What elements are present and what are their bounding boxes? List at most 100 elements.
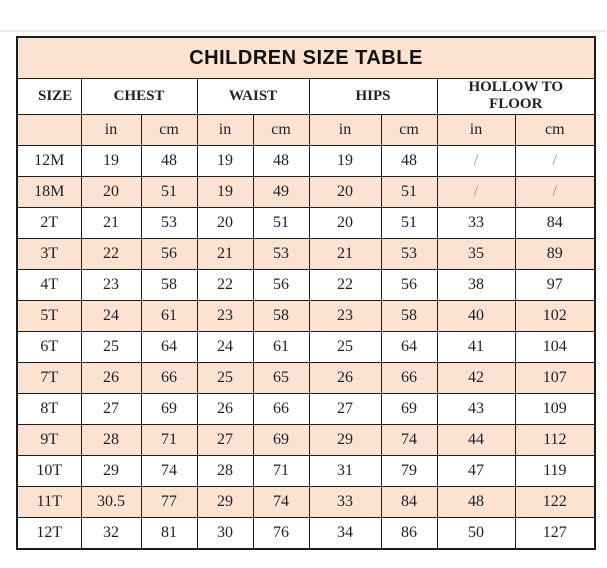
unit-label: in	[308, 113, 382, 146]
value-cell: 19	[196, 144, 254, 177]
value-cell: 20	[80, 175, 142, 208]
size-cell: 7T	[16, 361, 82, 394]
unit-label: cm	[380, 113, 438, 146]
value-cell: 22	[196, 268, 254, 301]
table-row: 5T 24 61 23 58 23 58 40 102	[16, 299, 596, 332]
table-row: 2T 21 53 20 51 20 51 33 84	[16, 206, 596, 239]
value-cell: 25	[308, 330, 382, 363]
value-cell: 22	[308, 268, 382, 301]
value-cell: 56	[380, 268, 438, 301]
value-cell: 48	[436, 485, 516, 518]
value-cell: 26	[196, 392, 254, 425]
value-cell: 104	[514, 330, 596, 363]
value-cell: 35	[436, 237, 516, 270]
children-size-table: CHILDREN SIZE TABLE SIZE CHEST WAIST HIPS HO…	[16, 36, 597, 550]
size-cell: 9T	[16, 423, 82, 456]
top-divider	[0, 30, 607, 32]
value-cell: 77	[140, 485, 198, 518]
value-cell: 34	[308, 516, 382, 549]
value-cell: 64	[380, 330, 438, 363]
table-row: 9T 28 71 27 69 29 74 44 112	[16, 423, 596, 456]
value-cell: 19	[196, 175, 254, 208]
value-cell: 21	[196, 237, 254, 270]
value-cell: 122	[514, 485, 596, 518]
table-row: 6T 25 64 24 61 25 64 41 104	[16, 330, 596, 363]
value-cell: 24	[80, 299, 142, 332]
value-cell: 81	[140, 516, 198, 549]
unit-label: in	[196, 113, 254, 146]
value-cell: 53	[380, 237, 438, 270]
value-cell: 51	[252, 206, 310, 239]
value-cell: 58	[380, 299, 438, 332]
table-row: 12M 19 48 19 48 19 48//	[16, 144, 596, 177]
value-cell: 31	[308, 454, 382, 487]
value-cell: 20	[308, 175, 382, 208]
value-cell: 20	[308, 206, 382, 239]
value-cell: 23	[308, 299, 382, 332]
value-cell: 56	[140, 237, 198, 270]
value-cell: 69	[140, 392, 198, 425]
page-title: CHILDREN SIZE TABLE	[16, 36, 596, 79]
unit-label: in	[80, 113, 142, 146]
table-body: 12M 19 48 19 48 19 48//18M 20 51 19 49 20 51//2T 21 53…	[16, 144, 596, 549]
value-cell: 48	[380, 144, 438, 177]
table-row: 3T 22 56 21 53 21 53 35 89	[16, 237, 596, 270]
table-row: 10T 29 74 28 71 31 79 47 119	[16, 454, 596, 487]
value-cell: /	[436, 144, 516, 177]
value-cell: 22	[80, 237, 142, 270]
value-cell: 23	[196, 299, 254, 332]
value-cell: 86	[380, 516, 438, 549]
value-cell: 97	[514, 268, 596, 301]
value-cell: 66	[140, 361, 198, 394]
value-cell: 69	[252, 423, 310, 456]
value-cell: 61	[252, 330, 310, 363]
unit-label: cm	[140, 113, 198, 146]
column-group-chest: CHEST	[80, 78, 198, 115]
value-cell: 84	[380, 485, 438, 518]
table-row: 18M 20 51 19 49 20 51//	[16, 175, 596, 208]
value-cell: 76	[252, 516, 310, 549]
value-cell: 71	[140, 423, 198, 456]
value-cell: 64	[140, 330, 198, 363]
value-cell: 21	[308, 237, 382, 270]
value-cell: 50	[436, 516, 516, 549]
value-cell: /	[436, 175, 516, 208]
value-cell: 19	[308, 144, 382, 177]
value-cell: 66	[252, 392, 310, 425]
value-cell: 29	[80, 454, 142, 487]
value-cell: 109	[514, 392, 596, 425]
value-cell: 28	[196, 454, 254, 487]
value-cell: 48	[252, 144, 310, 177]
value-cell: 53	[252, 237, 310, 270]
value-cell: 29	[196, 485, 254, 518]
value-cell: 30	[196, 516, 254, 549]
value-cell: 43	[436, 392, 516, 425]
value-cell: 49	[252, 175, 310, 208]
table-row: 7T 26 66 25 65 26 66 42 107	[16, 361, 596, 394]
value-cell: 89	[514, 237, 596, 270]
value-cell: 58	[140, 268, 198, 301]
value-cell: 58	[252, 299, 310, 332]
units-row: in cm in cm in cm in cm	[16, 113, 596, 146]
value-cell: 25	[80, 330, 142, 363]
value-cell: 65	[252, 361, 310, 394]
size-cell: 5T	[16, 299, 82, 332]
value-cell: 19	[80, 144, 142, 177]
value-cell: 51	[380, 175, 438, 208]
value-cell: 42	[436, 361, 516, 394]
value-cell: 29	[308, 423, 382, 456]
value-cell: 48	[140, 144, 198, 177]
value-cell: 71	[252, 454, 310, 487]
value-cell: 38	[436, 268, 516, 301]
size-cell: 10T	[16, 454, 82, 487]
value-cell: 51	[380, 206, 438, 239]
table-row: 12T 32 81 30 76 34 86 50 127	[16, 516, 596, 549]
value-cell: 41	[436, 330, 516, 363]
value-cell: 40	[436, 299, 516, 332]
value-cell: 33	[308, 485, 382, 518]
value-cell: 21	[80, 206, 142, 239]
size-cell: 6T	[16, 330, 82, 363]
column-group-hollow-to-floor: HOLLOW TO FLOOR	[436, 78, 596, 115]
value-cell: 26	[308, 361, 382, 394]
column-group-size: SIZE	[16, 78, 82, 115]
